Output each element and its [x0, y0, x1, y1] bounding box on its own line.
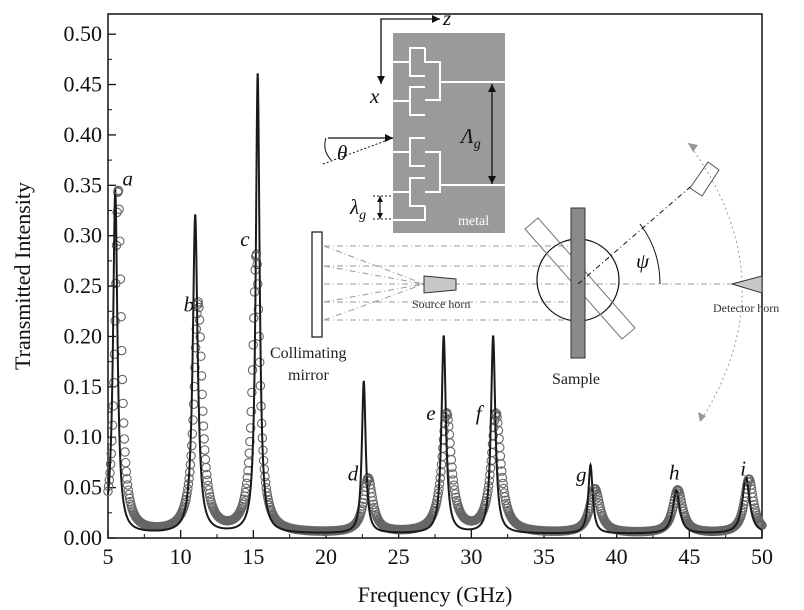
x-tick-label: 5: [103, 544, 114, 569]
mirror-label-line1: Collimating: [270, 345, 346, 362]
circle-peak-point: [251, 251, 261, 261]
inset-wavelength-label: λg: [349, 195, 366, 223]
y-tick-label: 0.20: [64, 323, 103, 348]
x-axis-title: Frequency (GHz): [358, 582, 513, 607]
inset-angle-theta: θ: [337, 141, 347, 165]
line-peak-point: [256, 73, 259, 76]
y-tick-label: 0.10: [64, 424, 103, 449]
x-tick-label: 20: [315, 544, 337, 569]
circle-peak-point: [193, 299, 203, 309]
peak-label-b: b: [184, 292, 195, 316]
x-tick-label: 10: [170, 544, 192, 569]
y-tick-label: 0.00: [64, 525, 103, 550]
y-tick-label: 0.30: [64, 223, 103, 248]
y-tick-label: 0.25: [64, 273, 103, 298]
circle-peak-point: [590, 484, 600, 495]
x-tick-label: 25: [388, 544, 410, 569]
peak-label-h: h: [669, 461, 680, 485]
circle-peak-point: [441, 410, 452, 420]
grating-slits: [393, 47, 505, 221]
peak-label-g: g: [576, 463, 587, 487]
series-circles: [103, 186, 767, 537]
peak-label-a: a: [123, 166, 133, 190]
x-tick-label: 45: [678, 544, 700, 569]
peak-label-c: c: [240, 227, 250, 251]
collimating-mirror: [311, 231, 323, 338]
tick-labels: 5 10 15 20 25 30 35 40 45 50 0.00 0.05 0.10 0.15 0.20 0…: [64, 21, 774, 569]
inset-angle-psi: ψ: [636, 249, 650, 273]
line-peak-point: [442, 335, 445, 338]
line-peak-point: [362, 380, 365, 384]
setup-schematic: z x θ Λg λg metal Collimating mirror: [270, 6, 779, 423]
sample-slab: [570, 207, 586, 359]
y-tick-label: 0.40: [64, 122, 103, 147]
series-line: [107, 73, 763, 535]
rotated-detector-horn: [689, 161, 720, 197]
circle-peak-point: [491, 410, 501, 420]
y-tick-label: 0.15: [64, 374, 103, 399]
x-tick-label: 35: [533, 544, 555, 569]
inset-axis-x: x: [369, 84, 380, 108]
mirror-label-line2: mirror: [288, 367, 330, 384]
x-tick-label: 30: [460, 544, 482, 569]
line-peak-point: [114, 189, 117, 192]
line-peak-point: [589, 464, 592, 467]
peak-label-e: e: [426, 401, 435, 425]
metal-grating: [393, 33, 505, 233]
y-tick-label: 0.50: [64, 21, 103, 46]
y-tick-label: 0.35: [64, 172, 103, 197]
circle-peak-point: [672, 485, 683, 496]
source-horn-label: Source horn: [412, 297, 470, 311]
line-peak-point: [675, 489, 678, 492]
peak-label-d: d: [348, 462, 359, 486]
x-tick-label: 40: [606, 544, 628, 569]
line-peak-point: [491, 335, 495, 338]
circle-peak-point: [113, 185, 123, 196]
inset-metal-label: metal: [458, 214, 489, 229]
inset-period-label: Λg: [459, 124, 481, 152]
y-axis-title: Transmitted Intensity: [10, 182, 35, 370]
y-tick-label: 0.05: [64, 475, 103, 500]
detector-horn: [730, 275, 763, 294]
circle-peak-point: [363, 474, 373, 485]
sample-label: Sample: [552, 371, 600, 388]
x-tick-label: 50: [751, 544, 773, 569]
line-peak-point: [194, 214, 197, 217]
detector-horn-label: Detector horn: [713, 301, 779, 315]
x-tick-label: 15: [242, 544, 264, 569]
circle-peak-point: [744, 474, 754, 485]
inset-axis-z: z: [442, 6, 451, 30]
source-horn: [423, 275, 457, 294]
y-tick-label: 0.45: [64, 72, 103, 97]
peak-label-f: f: [476, 401, 485, 425]
peak-label-i: i: [740, 457, 746, 481]
